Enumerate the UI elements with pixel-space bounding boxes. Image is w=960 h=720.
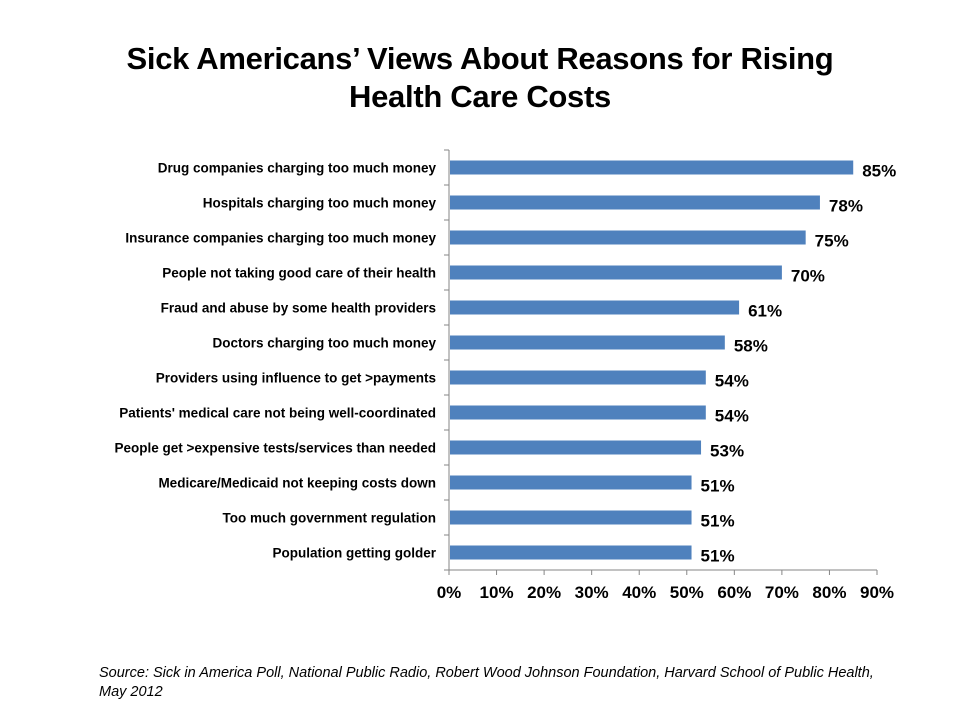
data-label: 51% — [701, 477, 735, 496]
x-tick-label: 10% — [480, 583, 514, 602]
bar — [450, 440, 702, 455]
category-label: People not taking good care of their hea… — [162, 266, 436, 281]
source-note: Source: Sick in America Poll, National P… — [99, 665, 874, 700]
category-label: Population getting golder — [273, 546, 437, 561]
data-label: 85% — [862, 162, 896, 181]
category-labels: Drug companies charging too much money Ho… — [114, 161, 436, 561]
category-label: Fraud and abuse by some health providers — [161, 301, 436, 316]
bar — [450, 545, 692, 560]
chart-title-line-1: Sick Americans’ Views About Reasons for … — [126, 41, 834, 76]
bar — [450, 195, 820, 210]
category-label: Too much government regulation — [222, 511, 436, 526]
bar — [450, 230, 806, 245]
x-tick-label: 60% — [717, 583, 751, 602]
category-label: Medicare/Medicaid not keeping costs down — [158, 476, 436, 491]
x-tick-label: 50% — [670, 583, 704, 602]
x-tick-label: 30% — [575, 583, 609, 602]
category-label: Patients' medical care not being well-co… — [119, 406, 436, 421]
data-label: 54% — [715, 407, 749, 426]
category-label: Drug companies charging too much money — [158, 161, 437, 176]
x-tick-label: 70% — [765, 583, 799, 602]
x-tick-label: 80% — [812, 583, 846, 602]
data-label: 51% — [701, 547, 735, 566]
axes-group: 0% 10% 20% 30% 40% 50% 60% 70% 80% 90% — [437, 149, 894, 602]
data-label: 51% — [701, 512, 735, 531]
data-label: 75% — [815, 232, 849, 251]
category-label: People get >expensive tests/services tha… — [114, 441, 436, 456]
x-tick-label: 90% — [860, 583, 894, 602]
bar — [450, 265, 782, 280]
chart-title-line-2: Health Care Costs — [349, 79, 611, 114]
category-label: Providers using influence to get >paymen… — [156, 371, 436, 386]
data-label: 61% — [748, 302, 782, 321]
category-label: Doctors charging too much money — [212, 336, 436, 351]
bar — [450, 300, 740, 315]
bar — [450, 335, 725, 350]
category-label: Insurance companies charging too much mo… — [125, 231, 436, 246]
x-tick-label: 20% — [527, 583, 561, 602]
x-tick-label: 40% — [622, 583, 656, 602]
data-label: 70% — [791, 267, 825, 286]
bar — [450, 475, 692, 490]
x-tick-label: 0% — [437, 583, 462, 602]
data-label: 54% — [715, 372, 749, 391]
bar — [450, 160, 854, 175]
bar — [450, 370, 706, 385]
data-label: 53% — [710, 442, 744, 461]
category-label: Hospitals charging too much money — [203, 196, 437, 211]
chart-title: Sick Americans’ Views About Reasons for … — [0, 40, 960, 116]
bar — [450, 510, 692, 525]
value-labels: 85% 78% 75% 70% 61% 58% 54% 54% 53% 51% 51% 51% — [701, 162, 897, 566]
data-label: 78% — [829, 197, 863, 216]
bar — [450, 405, 706, 420]
data-label: 58% — [734, 337, 768, 356]
bars-group — [450, 160, 854, 560]
